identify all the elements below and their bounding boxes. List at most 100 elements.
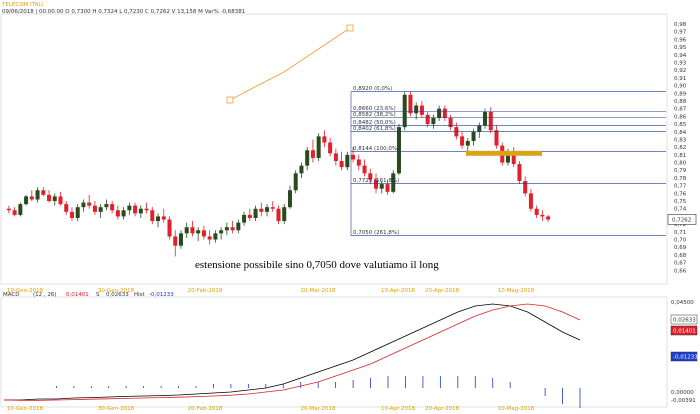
macd-legend-s: S xyxy=(96,292,100,298)
resistance-bar xyxy=(466,150,542,156)
candle-body xyxy=(345,154,350,168)
macd-badge xyxy=(670,314,698,325)
candle-body xyxy=(184,227,189,234)
fib-label: 0,8402 (61,8%) xyxy=(353,126,396,132)
macd-legend-value: 0,01401 xyxy=(66,292,89,298)
price-y-tick: 0,93 xyxy=(674,60,687,66)
fib-label: 0,7725 (161,8%) xyxy=(353,178,399,184)
candle-body xyxy=(110,204,115,211)
candle-body xyxy=(322,136,327,143)
candle-body xyxy=(471,131,476,141)
macd-y-tick: -0,00391 xyxy=(671,398,696,404)
candle-body xyxy=(12,210,17,215)
price-y-tick: 0,70 xyxy=(674,238,687,244)
candle-body xyxy=(190,227,195,234)
candle-body xyxy=(242,214,247,223)
candle-body xyxy=(282,207,287,222)
macd-legend-label: MACD xyxy=(3,292,20,298)
candle-body xyxy=(362,165,367,174)
candle-body xyxy=(494,130,499,146)
candle-body xyxy=(299,165,304,174)
candle-body xyxy=(115,210,120,217)
candle-body xyxy=(75,207,80,218)
candle-body xyxy=(465,140,470,146)
candle-body xyxy=(173,236,178,246)
candle-body xyxy=(121,210,126,217)
price-y-tick: 0,91 xyxy=(674,76,686,82)
candle-body xyxy=(351,154,356,160)
macd-x-tick: 10-Gen-2018 xyxy=(7,406,44,412)
macd-legend-hist: -0,01233 xyxy=(149,292,174,298)
price-y-tick: 0,84 xyxy=(674,130,687,136)
price-y-tick: 0,97 xyxy=(674,30,687,36)
macd-badge-label: 0,01401 xyxy=(673,329,696,335)
candle-body xyxy=(408,94,413,114)
macd-layer: 0,04500 0,00000 -0,00391 0,02633 0,01401 -0,0… xyxy=(3,300,698,412)
price-y-tick: 0,74 xyxy=(674,207,687,213)
candle-body xyxy=(431,117,436,125)
candle-body xyxy=(207,236,212,240)
candle-body xyxy=(540,214,545,217)
macd-badge-label: 0,02633 xyxy=(673,318,696,324)
macd-x-tick: 20-Mar-2018 xyxy=(301,406,336,412)
candle-body xyxy=(81,202,86,208)
macd-y-tick: 0,00000 xyxy=(671,390,694,396)
candle-body xyxy=(87,202,92,206)
candle-body xyxy=(528,193,533,209)
candle-body xyxy=(196,230,201,234)
candle-body xyxy=(316,136,321,158)
fib-label: 0,8660 (23,6%) xyxy=(353,106,396,112)
macd-panel xyxy=(0,296,668,408)
macd-badge-label: -0,01233 xyxy=(673,355,698,361)
candle-body xyxy=(253,208,258,218)
candle-body xyxy=(414,105,419,114)
price-y-tick: 0,76 xyxy=(674,191,687,197)
candle-body xyxy=(391,173,396,192)
candle-body xyxy=(328,142,333,154)
candle-body xyxy=(287,190,292,208)
candle-body xyxy=(144,208,149,211)
last-price-label: 0,7262 xyxy=(672,217,691,223)
fib-label: 0,8582 (38,2%) xyxy=(353,112,396,118)
candle-body xyxy=(127,205,132,211)
candle-body xyxy=(437,108,442,118)
price-y-tick: 0,77 xyxy=(674,184,687,190)
candle-body xyxy=(546,216,551,220)
candle-body xyxy=(505,151,510,163)
price-y-tick: 0,71 xyxy=(674,230,686,236)
candle-body xyxy=(333,153,338,162)
price-x-tick: 20-Feb-2018 xyxy=(188,288,223,294)
price-y-tick: 0,89 xyxy=(674,91,687,97)
candle-body xyxy=(425,114,430,125)
candle-body xyxy=(98,207,103,212)
price-y-tick: 0,86 xyxy=(674,114,687,120)
candle-body xyxy=(236,222,241,231)
price-y-tick: 0,80 xyxy=(674,161,687,167)
price-y-tick: 0,72 xyxy=(674,222,686,228)
candle-body xyxy=(305,150,310,166)
macd-legend-signal: 0,02633 xyxy=(106,292,129,298)
candle-body xyxy=(64,204,69,212)
macd-badge xyxy=(670,351,698,362)
candle-body xyxy=(276,208,281,222)
price-y-tick: 0,81 xyxy=(674,153,686,159)
candle-body xyxy=(310,150,315,158)
macd-line xyxy=(4,303,581,401)
macd-y-tick: 0,04500 xyxy=(671,300,694,306)
candle-body xyxy=(368,173,373,180)
trendline xyxy=(229,27,351,101)
fib-label: 0,8482 (50,0%) xyxy=(353,120,396,126)
macd-legend-hist-label: Hist xyxy=(134,292,146,298)
candle-body xyxy=(442,108,447,118)
candle-body xyxy=(483,111,488,126)
price-x-tick: 10-Apr-2018 xyxy=(381,288,416,294)
fib-label: 0,7050 (261,8%) xyxy=(353,230,399,236)
price-y-tick: 0,78 xyxy=(674,176,687,182)
candle-body xyxy=(247,214,252,218)
price-x-tick: 20-Mar-2018 xyxy=(301,288,336,294)
candle-body xyxy=(270,207,275,209)
price-y-tick: 0,88 xyxy=(674,99,687,105)
candle-body xyxy=(488,111,493,131)
candle-body xyxy=(219,230,224,234)
